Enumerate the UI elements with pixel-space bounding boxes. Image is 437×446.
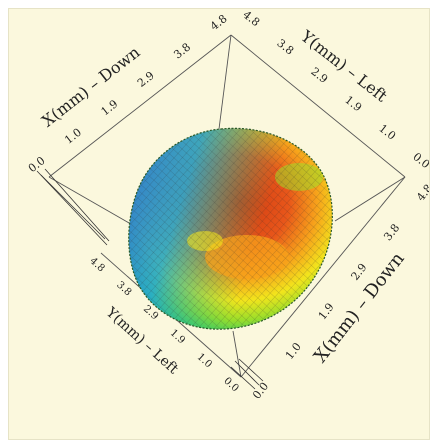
tick-label-x_lower_right: 2.9 xyxy=(348,261,369,283)
surface-mesh xyxy=(128,127,333,330)
tick-label-y_lower_left: 3.8 xyxy=(114,280,133,299)
tick-label-x_upper_left: 4.8 xyxy=(208,12,230,33)
tick-label-x_upper_left: 3.8 xyxy=(171,40,193,61)
tick-label-y_lower_left: 1.0 xyxy=(195,352,214,371)
tick-label-x_lower_right: 0.0 xyxy=(250,380,271,402)
tick-label-y_lower_left: 0.0 xyxy=(221,376,240,395)
plot-frame: 0.0 1.0 1.9 2.9 3.8 4.8 4.8 3.8 2.9 1.9 1.0 0.0 4.8 3… xyxy=(8,8,435,440)
tick-label-y_lower_left: 1.9 xyxy=(168,328,187,347)
axis-line-x-upper-left xyxy=(48,34,232,178)
tick-label-y_lower_left: 4.8 xyxy=(87,256,106,275)
axis-frame xyxy=(48,34,406,378)
tick-label-y_upper_right: 0.0 xyxy=(410,150,429,171)
vertical-edge-right xyxy=(334,176,406,222)
axis-line-y-upper-right xyxy=(230,34,406,178)
tick-label-x_upper_left: 1.0 xyxy=(62,126,84,147)
tick-label-x_lower_right: 1.0 xyxy=(283,340,304,362)
tick-label-x_lower_right: 3.8 xyxy=(381,221,402,243)
vertical-edge-left xyxy=(48,176,144,232)
axis-title-x_upper_left: X(mm) – Down xyxy=(38,42,143,130)
tick-label-y_upper_right: 3.8 xyxy=(274,36,296,57)
tick-label-y_upper_right: 1.0 xyxy=(376,122,398,143)
tick-label-x_upper_left: 1.9 xyxy=(99,97,121,118)
tick-label-x_upper_left: 2.9 xyxy=(135,69,157,90)
vertical-edge-bottom xyxy=(232,330,242,378)
tick-label-y_upper_right: 4.8 xyxy=(240,9,262,29)
vertical-edge-top xyxy=(218,34,232,130)
tick-label-y_upper_right: 2.9 xyxy=(308,65,330,86)
surface-edge-hatching xyxy=(36,168,264,390)
tick-label-y_upper_right: 1.9 xyxy=(342,93,364,114)
tick-label-x_upper_left: 0.0 xyxy=(26,154,48,175)
axis-line-x-lower-right xyxy=(240,176,406,378)
tick-label-x_lower_right: 4.8 xyxy=(414,182,429,204)
tick-label-x_lower_right: 1.9 xyxy=(316,301,337,323)
axis-title-y_upper_right: Y(mm) – Left xyxy=(296,26,391,106)
surface-plot: 0.0 1.0 1.9 2.9 3.8 4.8 4.8 3.8 2.9 1.9 1.0 0.0 4.8 3… xyxy=(26,8,435,402)
